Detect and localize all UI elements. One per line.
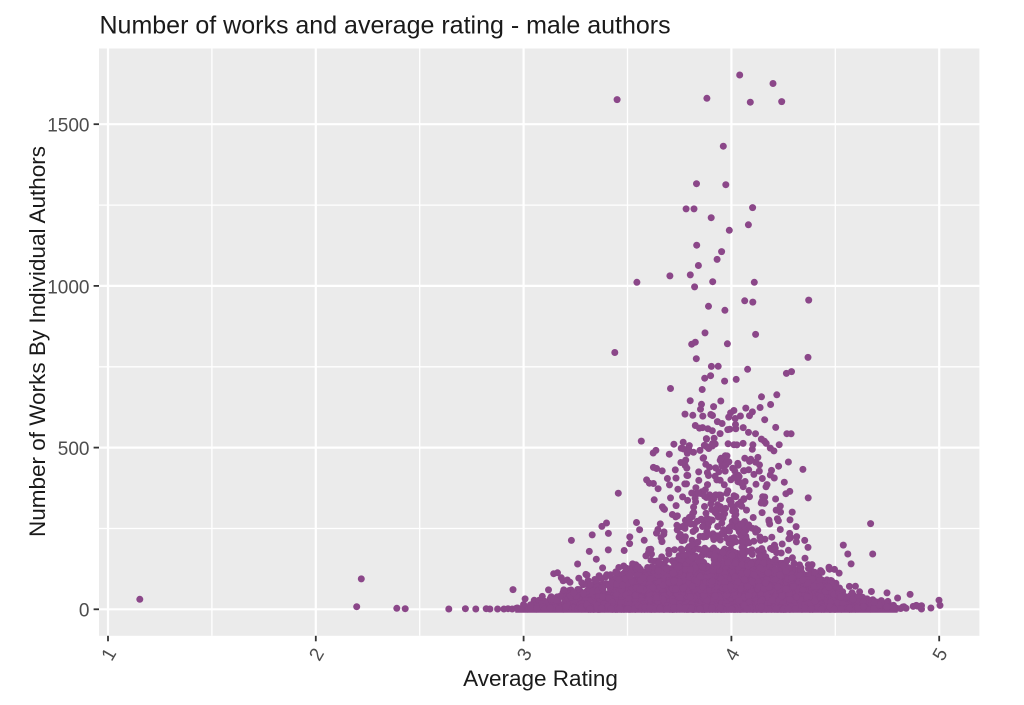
- svg-text:Number of Works By Individual: Number of Works By Individual Authors: [25, 146, 50, 537]
- svg-text:0: 0: [79, 601, 90, 622]
- svg-text:1500: 1500: [47, 116, 89, 137]
- svg-text:Average Rating: Average Rating: [463, 666, 618, 691]
- svg-text:500: 500: [58, 439, 90, 460]
- svg-text:Number of works and average ra: Number of works and average rating - mal…: [100, 11, 671, 39]
- svg-text:1000: 1000: [47, 277, 89, 298]
